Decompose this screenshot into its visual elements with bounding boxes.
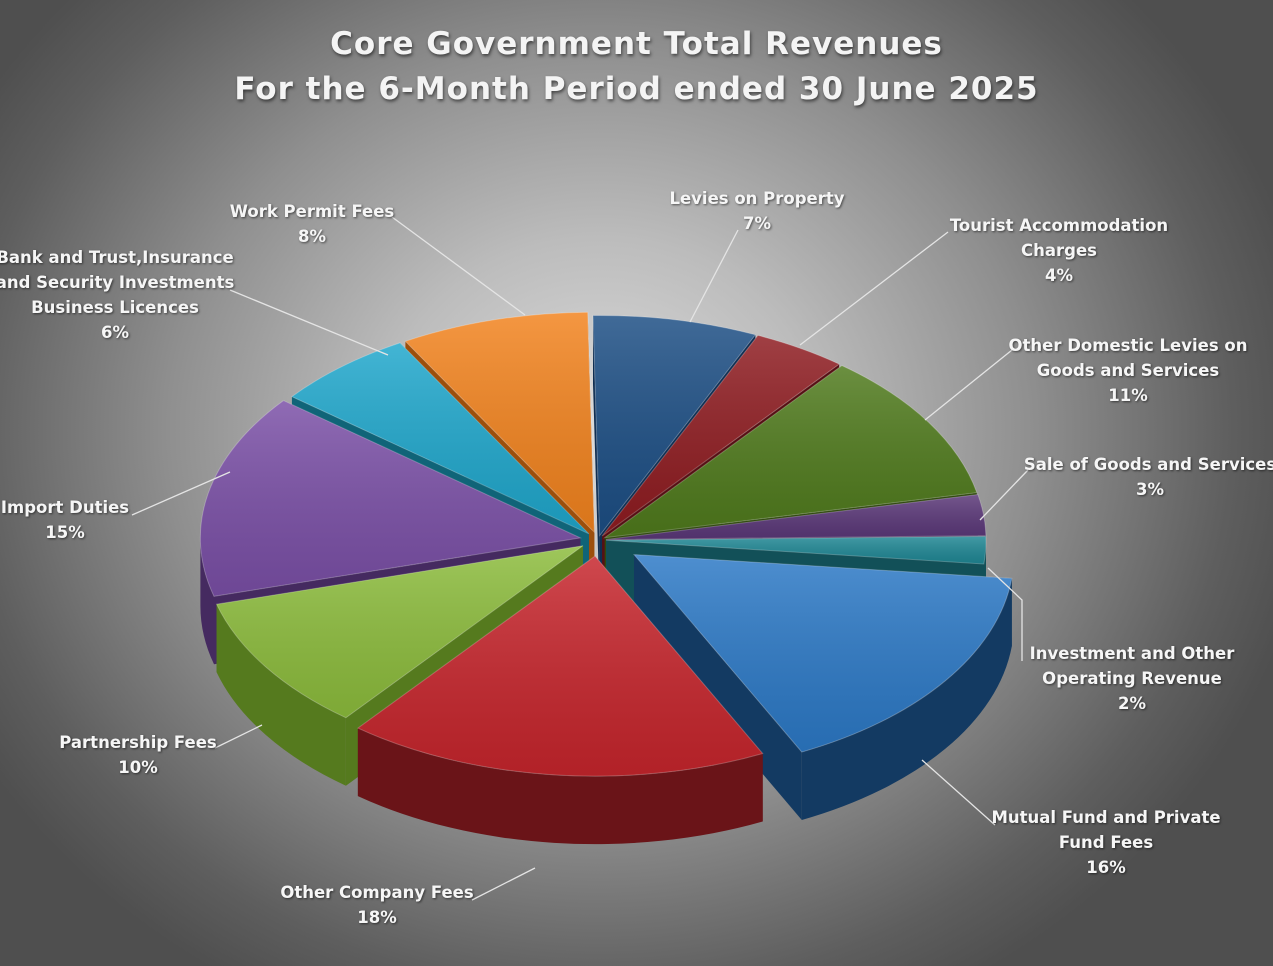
data-label-10-name-0: Work Permit Fees <box>229 202 395 221</box>
data-label-6-name-0: Other Company Fees <box>280 883 474 902</box>
data-label-10-value: 8% <box>297 227 327 246</box>
pie-slice-shade-8 <box>200 400 581 597</box>
data-label-10: Work Permit Fees 8% <box>230 199 395 249</box>
data-label-7-value: 10% <box>118 758 158 777</box>
pie-slice-tops <box>199 311 1013 777</box>
leader-line-1 <box>799 231 949 346</box>
pie-slice-face-0-0 <box>593 315 600 604</box>
data-label-5-value: 16% <box>1086 858 1126 877</box>
leader-line-2 <box>924 349 1013 421</box>
pie-slice-shade-6 <box>357 556 763 777</box>
data-label-9: Bank and Trust,Insurance and Security Inv… <box>0 245 234 345</box>
data-label-0-name-0: Levies on Property <box>669 189 845 208</box>
data-label-4-value: 2% <box>1117 694 1147 713</box>
data-label-1-name-0: Tourist Accommodation <box>949 216 1169 235</box>
data-label-0: Levies on Property 7% <box>669 186 844 236</box>
data-label-9-name-2: Business Licences <box>31 298 199 317</box>
pie-slice-shade-7 <box>216 545 583 718</box>
leader-line-4 <box>987 567 1023 661</box>
data-label-5-name-1: Fund Fees <box>1058 833 1154 852</box>
data-label-7: Partnership Fees 10% <box>59 730 216 780</box>
data-label-1-name-1: Charges <box>1021 241 1097 260</box>
data-label-8-name-0: Import Duties <box>0 498 130 517</box>
data-label-6-value: 18% <box>357 908 397 927</box>
chart-title: Core Government Total Revenues For the 6… <box>0 22 1273 112</box>
data-label-3: Sale of Goods and Services 3% <box>1024 452 1273 502</box>
pie-slice-shade-3 <box>606 494 986 540</box>
leader-line-3 <box>979 469 1029 521</box>
pie-slice-shade-0 <box>593 315 756 536</box>
data-label-7-name-0: Partnership Fees <box>59 733 217 752</box>
pie-slice-wall-7-0 <box>216 604 346 786</box>
chart-title-line-1: Core Government Total Revenues <box>330 26 943 62</box>
data-label-5-name-0: Mutual Fund and Private <box>991 808 1221 827</box>
data-label-2-name-0: Other Domestic Levies on <box>1008 336 1248 355</box>
pie-slice-wall-5-0 <box>801 578 1012 820</box>
data-label-1: Tourist Accommodation Charges 4% <box>950 213 1168 288</box>
leader-lines <box>131 216 1029 901</box>
leader-line-8 <box>131 471 231 516</box>
data-label-4-name-1: Operating Revenue <box>1042 669 1222 688</box>
data-label-9-name-1: and Security Investments <box>0 273 235 292</box>
leader-line-5 <box>921 759 996 826</box>
pie-slice-shade-5 <box>634 554 1012 752</box>
leader-line-9 <box>229 289 389 356</box>
data-label-5: Mutual Fund and Private Fund Fees 16% <box>991 805 1220 880</box>
data-label-2-value: 11% <box>1108 386 1148 405</box>
data-label-4: Investment and Other Operating Revenue 2% <box>1030 641 1235 716</box>
data-label-4-name-0: Investment and Other <box>1029 644 1235 663</box>
leader-line-10 <box>391 216 526 316</box>
data-label-8-value: 15% <box>45 523 85 542</box>
pie-slice-shade-2 <box>604 365 977 538</box>
data-label-9-value: 6% <box>100 323 130 342</box>
data-label-6: Other Company Fees 18% <box>280 880 473 930</box>
leader-line-6 <box>471 867 536 901</box>
pie-slice-shade-1 <box>602 335 840 536</box>
pie-slice-wall-8-0 <box>200 537 214 665</box>
leader-line-7 <box>214 724 263 749</box>
pie-slice-shade-9 <box>291 342 589 534</box>
data-label-8: Import Duties 15% <box>1 495 129 545</box>
data-label-2-name-1: Goods and Services <box>1036 361 1220 380</box>
data-label-2: Other Domestic Levies on Goods and Servic… <box>1009 333 1248 408</box>
pie-slice-shade-4 <box>606 536 986 564</box>
data-label-3-name-0: Sale of Goods and Services <box>1023 455 1273 474</box>
data-label-1-value: 4% <box>1044 266 1074 285</box>
data-label-3-value: 3% <box>1135 480 1164 499</box>
data-label-9-name-0: Bank and Trust,Insurance <box>0 248 234 267</box>
chart-title-line-2: For the 6-Month Period ended 30 June 202… <box>234 71 1039 107</box>
pie-slice-wall-6-0 <box>357 728 763 845</box>
data-label-0-value: 7% <box>742 214 772 233</box>
pie-slice-shade-10 <box>405 312 595 533</box>
leader-line-0 <box>689 229 739 323</box>
